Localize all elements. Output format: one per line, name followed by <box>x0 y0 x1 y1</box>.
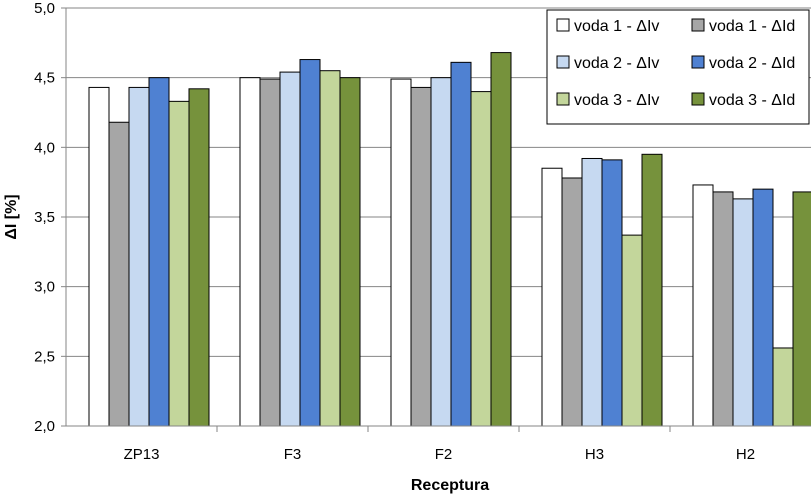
y-tick-label: 3,5 <box>34 209 55 226</box>
bar <box>239 77 261 427</box>
bar <box>581 157 603 427</box>
legend-label: voda 3 - ΔIv <box>574 92 659 109</box>
bar <box>390 78 412 427</box>
legend-label: voda 1 - ΔIv <box>574 18 659 35</box>
bar <box>299 59 321 427</box>
axes <box>65 8 811 427</box>
bar <box>601 159 623 427</box>
legend-swatch <box>556 55 570 69</box>
bar <box>792 191 811 427</box>
legend-box <box>546 9 810 125</box>
x-axis-title: Receptura <box>411 477 489 494</box>
bar <box>541 167 563 427</box>
x-tick-labels: ZP13 F3 F2 H3 H2 <box>124 446 756 463</box>
legend-label: voda 3 - ΔId <box>709 92 795 109</box>
legend-swatch <box>691 55 705 69</box>
bar <box>621 234 643 427</box>
x-tick-label: H3 <box>585 446 604 463</box>
y-tick-label: 5,0 <box>34 0 55 17</box>
legend-label: voda 2 - ΔIv <box>574 55 659 72</box>
y-tick-label: 4,0 <box>34 139 55 156</box>
y-tick-label: 3,0 <box>34 279 55 296</box>
legend-swatch <box>691 92 705 106</box>
legend: voda 1 - ΔIv voda 1 - ΔId voda 2 - ΔIv voda… <box>546 9 810 125</box>
bar <box>259 78 281 427</box>
y-tick-label: 4,5 <box>34 70 55 87</box>
y-tick-label: 2,5 <box>34 348 55 365</box>
bar <box>712 191 734 427</box>
bar <box>692 184 714 427</box>
bar <box>732 198 754 427</box>
bar <box>561 177 583 427</box>
bar <box>319 70 341 427</box>
y-tick-labels: 2,0 2,5 3,0 3,5 4,0 4,5 5,0 <box>34 0 55 435</box>
bar <box>450 61 472 427</box>
bar <box>88 86 110 427</box>
bar <box>168 100 190 427</box>
legend-swatch <box>556 18 570 32</box>
legend-label: voda 2 - ΔId <box>709 55 795 72</box>
bar <box>279 71 301 427</box>
bar <box>470 91 492 427</box>
legend-swatch <box>691 18 705 32</box>
x-tick-label: F2 <box>435 446 453 463</box>
bar <box>108 121 130 427</box>
bar <box>772 347 794 427</box>
x-tick-label: H2 <box>736 446 755 463</box>
bar <box>339 77 361 427</box>
bar <box>430 77 452 427</box>
legend-swatch <box>556 92 570 106</box>
x-tick-label: F3 <box>284 446 302 463</box>
bar <box>410 86 432 427</box>
y-axis-title: ΔI [%] <box>3 194 20 239</box>
bar <box>148 77 170 427</box>
bar <box>490 52 512 427</box>
bar <box>641 153 663 427</box>
bar <box>188 88 210 427</box>
x-tick-label: ZP13 <box>124 446 160 463</box>
bar <box>128 86 150 427</box>
y-tick-label: 2,0 <box>34 418 55 435</box>
legend-label: voda 1 - ΔId <box>709 18 795 35</box>
bar <box>752 188 774 427</box>
